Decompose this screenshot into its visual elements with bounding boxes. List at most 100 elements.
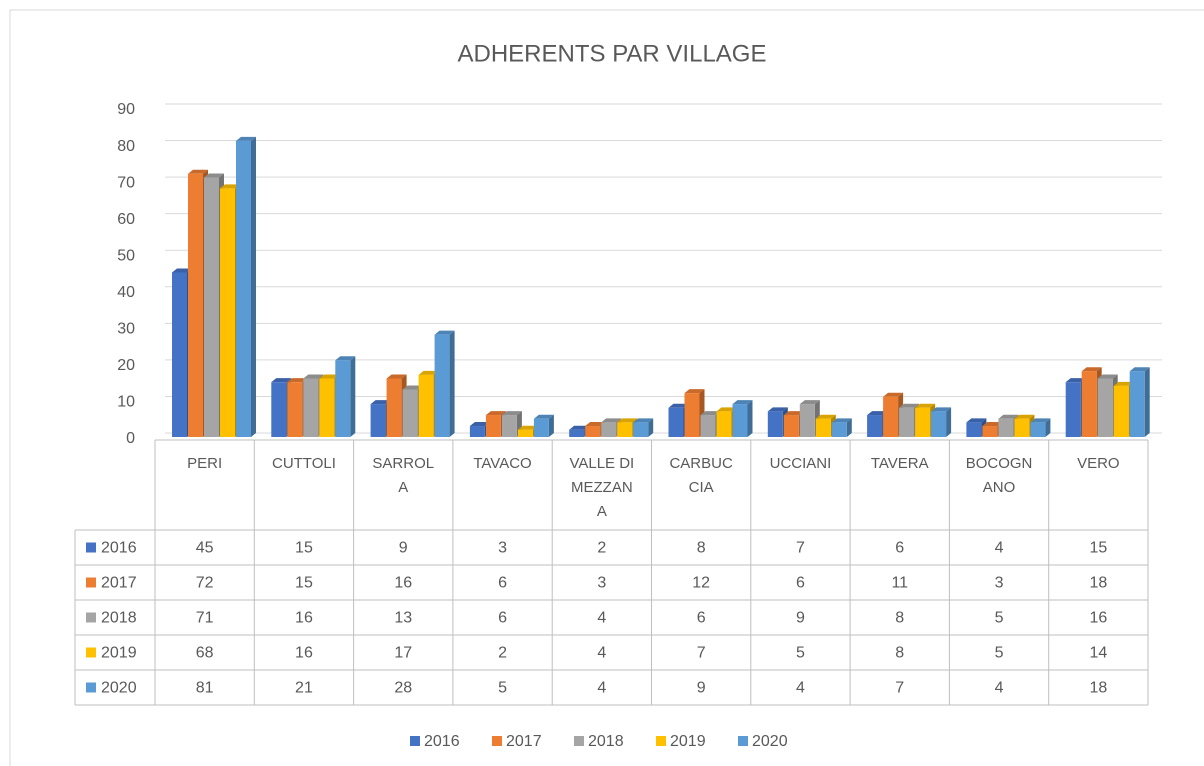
bar-front: [271, 382, 287, 437]
bar-top: [533, 414, 554, 419]
y-tick-label: 50: [117, 247, 135, 264]
legend-label: 2019: [670, 733, 706, 750]
table-cell: 5: [796, 645, 805, 662]
table-cell: 6: [895, 540, 904, 557]
table-cell: 4: [796, 680, 805, 697]
table-cell: 21: [295, 680, 313, 697]
table-cell: 6: [498, 610, 507, 627]
table-cell: 9: [697, 680, 706, 697]
table-cell: 4: [995, 680, 1004, 697]
bar-top: [684, 389, 705, 394]
bar-top: [402, 385, 423, 390]
table-cell: 7: [796, 540, 805, 557]
bar-top: [998, 414, 1019, 419]
bar-top: [469, 422, 490, 427]
bar-front: [982, 426, 998, 437]
bar-top: [783, 411, 804, 416]
bar: [915, 403, 936, 437]
bar: [1014, 414, 1035, 437]
table-cell: 2: [597, 540, 606, 557]
bar-side: [846, 418, 852, 437]
y-tick-label: 20: [117, 357, 135, 374]
bar-top: [335, 356, 356, 361]
bar: [633, 418, 654, 437]
bar-front: [700, 415, 716, 437]
bar-top: [815, 414, 836, 419]
legend-key: [656, 736, 666, 746]
table-cell: 3: [995, 575, 1004, 592]
bar-top: [799, 400, 820, 405]
bar-top: [370, 400, 391, 405]
legend-label: 2017: [506, 733, 542, 750]
x-tick-label: TAVACO: [473, 455, 532, 472]
y-tick-label: 60: [117, 211, 135, 228]
bar-top: [585, 422, 606, 427]
bar-front: [899, 407, 915, 437]
bar-front: [767, 411, 783, 437]
bar-front: [831, 422, 847, 437]
bar-top: [386, 374, 407, 379]
bar-front: [402, 389, 418, 437]
bar-front: [303, 378, 319, 437]
bar-top: [236, 136, 256, 141]
bar-side: [1045, 418, 1051, 437]
bar-front: [335, 360, 351, 437]
table-cell: 5: [498, 680, 507, 697]
bar-top: [668, 403, 689, 408]
bar-top: [517, 425, 538, 430]
y-tick-label: 30: [117, 321, 135, 338]
bar-top: [617, 418, 638, 423]
table-cell: 72: [196, 575, 214, 592]
bar-front: [220, 188, 235, 437]
bar-front: [501, 415, 517, 437]
table-cell: 5: [995, 645, 1004, 662]
table-cell: 12: [692, 575, 710, 592]
bar-top: [633, 418, 654, 423]
y-tick-label: 90: [117, 101, 135, 118]
table-legend-key: [86, 682, 96, 693]
x-tick-label: PERI: [187, 455, 223, 472]
bar-front: [1014, 418, 1030, 437]
table-cell: 13: [394, 610, 412, 627]
bar: [931, 407, 952, 437]
bar-front: [469, 426, 485, 437]
table-cell: 18: [1089, 575, 1107, 592]
bar-top: [303, 374, 324, 379]
bar-top: [418, 370, 439, 375]
bar-front: [287, 382, 303, 437]
table-cell: 6: [697, 610, 706, 627]
bar-front: [1097, 378, 1113, 437]
table-cell: 15: [1089, 540, 1107, 557]
bar-front: [966, 422, 982, 437]
table-legend-key: [86, 612, 96, 623]
bar-top: [1014, 414, 1035, 419]
x-tick-label: CARBUCCIA: [669, 455, 733, 496]
x-tick-label: SARROLA: [372, 455, 435, 496]
bar-side: [251, 136, 256, 437]
x-tick-label: VALLE DI MEZZANA: [569, 455, 635, 520]
bar-front: [601, 422, 617, 437]
bar-top: [966, 418, 987, 423]
y-tick-label: 10: [117, 394, 135, 411]
chart-frame: [9, 9, 1204, 766]
bar-top: [716, 407, 737, 412]
bar-top: [501, 411, 522, 416]
bar-top: [172, 268, 192, 273]
table-legend-key: [86, 577, 96, 588]
bar-top: [883, 392, 904, 397]
bar: [236, 136, 256, 437]
bar-side: [1144, 367, 1150, 437]
bar-front: [716, 411, 732, 437]
table-cell: 5: [995, 610, 1004, 627]
table-legend-key: [86, 647, 96, 658]
table-cell: 18: [1089, 680, 1107, 697]
x-tick-label: BOCOGNANO: [965, 455, 1033, 496]
bar-front: [517, 429, 533, 437]
y-tick-label: 70: [117, 174, 135, 191]
table-cell: 16: [394, 575, 412, 592]
table-series-label: 2018: [101, 610, 137, 627]
bar-front: [370, 404, 386, 437]
table-cell: 71: [196, 610, 214, 627]
table-legend-key: [86, 542, 96, 553]
